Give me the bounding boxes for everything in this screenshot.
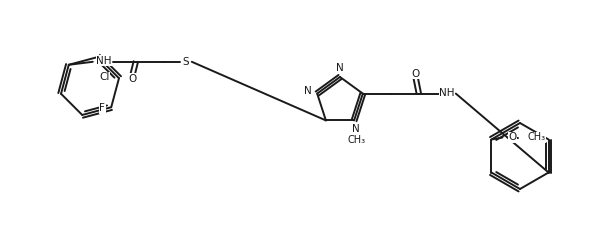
Text: CH₃: CH₃ — [347, 135, 365, 146]
Text: N: N — [353, 125, 360, 134]
Text: O: O — [412, 69, 420, 79]
Text: N: N — [304, 85, 312, 96]
Text: O: O — [509, 133, 517, 143]
Text: S: S — [182, 57, 189, 67]
Text: NH: NH — [439, 88, 455, 97]
Text: N: N — [336, 63, 344, 73]
Text: CH₃: CH₃ — [528, 133, 545, 143]
Text: F: F — [99, 103, 105, 113]
Text: NH: NH — [96, 56, 111, 66]
Text: O: O — [129, 74, 137, 84]
Text: Cl: Cl — [100, 72, 110, 82]
